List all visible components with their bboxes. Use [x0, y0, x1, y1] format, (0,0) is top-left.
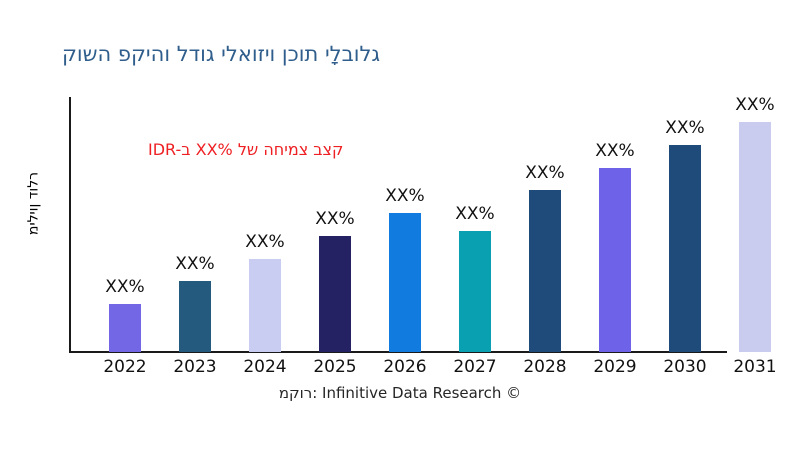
bar-2030 [669, 145, 701, 352]
x-tick-2028: 2028 [523, 357, 567, 377]
x-tick-2024: 2024 [243, 357, 287, 377]
bar-value-label-2023: XX% [175, 254, 215, 274]
bar-2025 [319, 236, 351, 352]
growth-annotation: IDR-ב XX% לש החימצ בצק [148, 140, 344, 159]
bar-2024 [249, 259, 281, 352]
bar-value-label-2024: XX% [245, 232, 285, 252]
bar-2028 [529, 190, 561, 352]
x-tick-2026: 2026 [383, 357, 427, 377]
bar-2022 [109, 304, 141, 352]
x-tick-2022: 2022 [103, 357, 147, 377]
x-axis-line [69, 351, 727, 353]
bar-value-label-2026: XX% [385, 186, 425, 206]
x-tick-2023: 2023 [173, 357, 217, 377]
bar-2031 [739, 122, 771, 352]
bar-2026 [389, 213, 421, 352]
x-tick-2027: 2027 [453, 357, 497, 377]
bar-2029 [599, 168, 631, 352]
bar-value-label-2030: XX% [665, 118, 705, 138]
x-tick-2031: 2031 [733, 357, 777, 377]
bar-value-label-2031: XX% [735, 95, 775, 115]
y-axis-label-wrap: מיליון דולר [23, 129, 42, 279]
bar-2023 [179, 281, 211, 352]
chart-title: קושה פקיהו לדוג ילאוזיו ןכות ילָבולג [62, 42, 381, 66]
y-axis-line [69, 97, 71, 352]
bar-2027 [459, 231, 491, 352]
source-caption: מקור: Infinitive Data Research © [278, 384, 522, 402]
x-tick-2030: 2030 [663, 357, 707, 377]
bar-value-label-2029: XX% [595, 141, 635, 161]
bar-value-label-2027: XX% [455, 204, 495, 224]
x-tick-2029: 2029 [593, 357, 637, 377]
bar-value-label-2025: XX% [315, 209, 355, 229]
bar-value-label-2028: XX% [525, 163, 565, 183]
x-tick-2025: 2025 [313, 357, 357, 377]
bar-value-label-2022: XX% [105, 277, 145, 297]
y-axis-label: מיליון דולר [25, 171, 42, 236]
